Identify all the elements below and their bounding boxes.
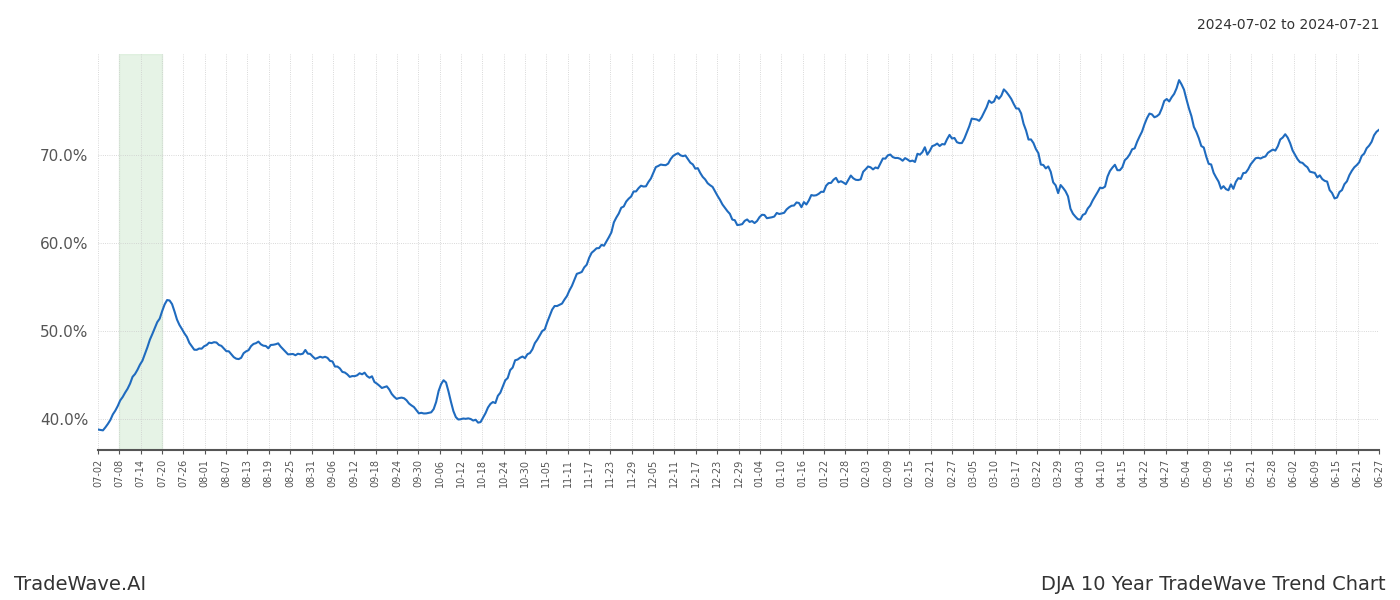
Text: 2024-07-02 to 2024-07-21: 2024-07-02 to 2024-07-21	[1197, 18, 1379, 32]
Bar	[119, 54, 162, 450]
Text: DJA 10 Year TradeWave Trend Chart: DJA 10 Year TradeWave Trend Chart	[1042, 575, 1386, 594]
Text: TradeWave.AI: TradeWave.AI	[14, 575, 146, 594]
